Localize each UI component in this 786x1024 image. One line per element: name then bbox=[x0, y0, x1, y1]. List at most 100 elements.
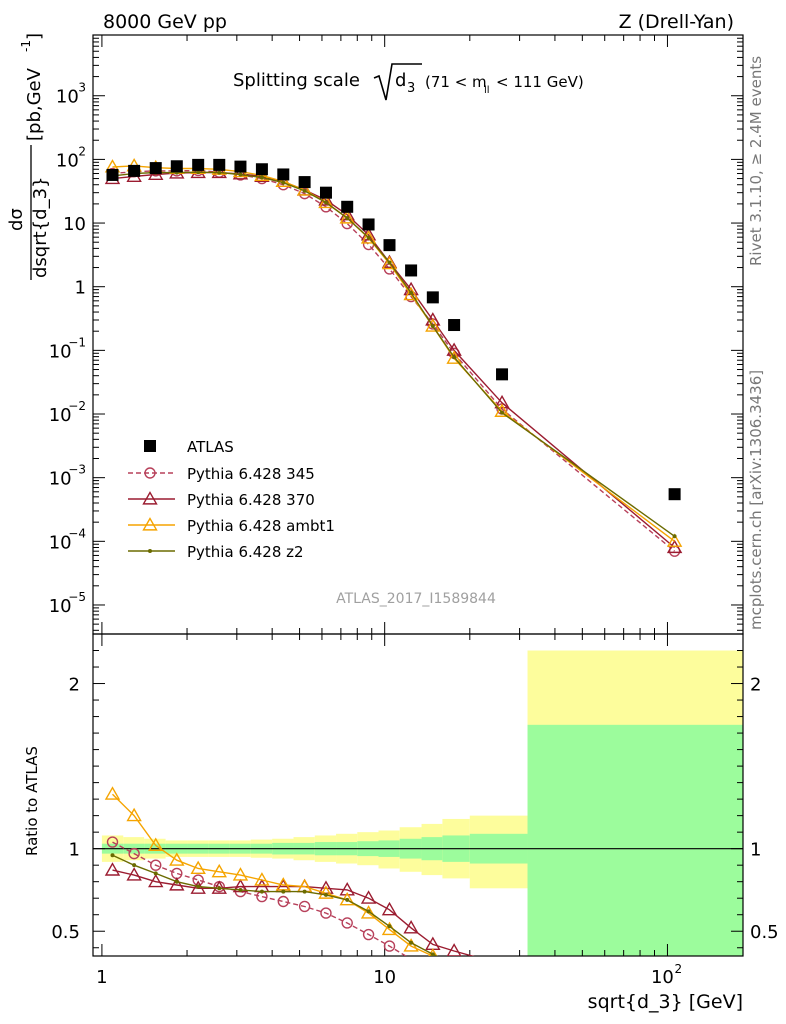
square-marker bbox=[426, 291, 439, 304]
triangle-marker bbox=[126, 867, 142, 881]
square-marker bbox=[448, 319, 461, 332]
triangle-marker bbox=[446, 943, 462, 956]
x-axis-label: sqrt{d_3} [GeV] bbox=[588, 991, 743, 1013]
triangle-marker bbox=[360, 890, 377, 904]
ratio-y-tick-label-right: 1 bbox=[750, 840, 761, 861]
title-sqrt-d: d bbox=[395, 70, 406, 91]
title-range-a: (71 < m bbox=[425, 73, 487, 91]
dot-marker bbox=[302, 188, 307, 193]
main-y-tick-label-sup: −5 bbox=[68, 590, 86, 604]
dot-marker bbox=[174, 879, 179, 884]
dot-marker bbox=[281, 889, 286, 894]
triangle-marker bbox=[126, 807, 142, 822]
dot-marker bbox=[387, 260, 392, 265]
main-y-tick-label: 10 bbox=[49, 341, 72, 362]
square-marker bbox=[213, 158, 226, 171]
triangle-marker bbox=[211, 164, 227, 179]
ratio-line-series-0 bbox=[112, 841, 408, 956]
circle-marker bbox=[298, 900, 311, 913]
band-group bbox=[101, 650, 743, 956]
main-series-group bbox=[104, 158, 683, 557]
dot-marker bbox=[430, 324, 435, 329]
triangle-marker bbox=[254, 872, 270, 886]
circle-marker bbox=[192, 874, 204, 886]
title-main: Splitting scale bbox=[233, 70, 360, 91]
square-marker bbox=[362, 218, 375, 231]
main-y-tick-label: 10 bbox=[56, 87, 79, 108]
triangle-marker bbox=[142, 491, 158, 505]
rivet-label: Rivet 3.1.10, ≥ 2.4M events bbox=[747, 56, 765, 266]
square-marker bbox=[106, 168, 119, 181]
main-y-tick-label: 1 bbox=[75, 278, 86, 299]
triangle-marker bbox=[232, 166, 249, 180]
ratio-frame bbox=[92, 633, 744, 957]
square-marker bbox=[668, 488, 681, 501]
x-tick-label: 1 bbox=[96, 967, 107, 988]
triangle-marker bbox=[446, 350, 462, 364]
analysis-id-label: ATLAS_2017_I1589844 bbox=[336, 591, 496, 607]
legend-label: Pythia 6.428 z2 bbox=[187, 543, 304, 561]
triangle-marker bbox=[360, 230, 377, 244]
ratio-y-tick-label-right: 0.5 bbox=[750, 922, 779, 943]
square-marker bbox=[405, 264, 418, 277]
dot-marker bbox=[672, 534, 677, 539]
sqrt-symbol bbox=[373, 63, 422, 101]
title-sqrt-sub: 3 bbox=[407, 81, 415, 96]
main-y-tick-label-sup: −1 bbox=[68, 335, 86, 349]
ratio-series-group bbox=[104, 786, 475, 956]
main-y-tick-label-sup: 3 bbox=[78, 81, 86, 95]
triangle-marker bbox=[339, 882, 355, 896]
triangle-marker bbox=[104, 862, 121, 876]
triangle-marker bbox=[169, 852, 185, 866]
square-marker bbox=[149, 162, 162, 175]
legend-label: Pythia 6.428 370 bbox=[187, 491, 315, 509]
triangle-marker bbox=[403, 286, 419, 301]
dot-marker bbox=[323, 892, 328, 897]
dot-marker bbox=[217, 886, 222, 891]
triangle-marker bbox=[169, 877, 185, 891]
main-y-tick-label-sup: −4 bbox=[68, 526, 86, 540]
dot-marker bbox=[345, 216, 350, 221]
main-y-tick-label: 10 bbox=[63, 214, 86, 235]
series-layer bbox=[104, 158, 683, 956]
ratio-y-tick-label-left: 1 bbox=[69, 840, 80, 861]
mcplots-label: mcplots.cern.ch [arXiv:1306.3436] bbox=[747, 370, 765, 630]
ratio-y-axis-label: Ratio to ATLAS bbox=[23, 746, 41, 856]
main-y-tick-label: 10 bbox=[49, 596, 72, 617]
dot-marker bbox=[452, 355, 457, 360]
triangle-marker bbox=[403, 920, 419, 934]
dot-marker bbox=[132, 863, 137, 868]
triangle-marker bbox=[275, 173, 292, 188]
ratio-line-series-2 bbox=[112, 793, 435, 956]
x-tick-label-sup: 2 bbox=[674, 962, 682, 976]
square-marker bbox=[341, 200, 354, 213]
dot-marker bbox=[110, 853, 115, 858]
dot-marker bbox=[153, 871, 158, 876]
dot-marker bbox=[217, 170, 222, 175]
circle-marker bbox=[150, 859, 162, 871]
circle-marker bbox=[320, 907, 332, 919]
dot-marker bbox=[196, 884, 201, 889]
square-marker bbox=[298, 176, 311, 189]
dot-marker bbox=[387, 924, 392, 929]
triangle-marker bbox=[381, 901, 398, 916]
circle-marker bbox=[341, 917, 353, 929]
main-y-tick-label: 10 bbox=[49, 405, 72, 426]
dot-marker bbox=[259, 889, 264, 894]
triangle-marker bbox=[318, 885, 334, 899]
triangle-marker bbox=[339, 210, 355, 224]
square-marker bbox=[383, 239, 396, 252]
uncertainty-bands bbox=[93, 650, 743, 956]
header-right: Z (Drell-Yan) bbox=[619, 11, 734, 33]
circle-marker bbox=[171, 867, 183, 880]
square-marker bbox=[192, 158, 205, 171]
triangle-marker bbox=[232, 867, 249, 881]
ylabel-units: [pb,GeV bbox=[24, 67, 45, 141]
circle-marker bbox=[277, 895, 290, 908]
dot-marker bbox=[196, 170, 201, 175]
circle-marker bbox=[383, 940, 396, 952]
triangle-marker bbox=[494, 403, 510, 417]
square-marker bbox=[255, 163, 268, 176]
legend: ATLAS Pythia 6.428 345 Pythia 6.428 370 Pyt… bbox=[128, 438, 335, 561]
